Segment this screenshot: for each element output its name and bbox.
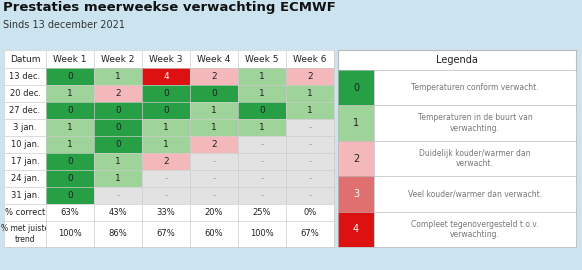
Text: 1: 1 (259, 123, 265, 132)
Text: -: - (308, 123, 311, 132)
Text: Week 2: Week 2 (101, 55, 134, 63)
Text: 63%: 63% (61, 208, 79, 217)
Text: -: - (212, 191, 215, 200)
Text: Week 5: Week 5 (245, 55, 279, 63)
Text: 0: 0 (67, 106, 73, 115)
Text: Legenda: Legenda (436, 55, 478, 65)
Text: Prestaties meerweekse verwachting ECMWF: Prestaties meerweekse verwachting ECMWF (3, 2, 336, 15)
Text: -: - (308, 140, 311, 149)
Text: Week 1: Week 1 (53, 55, 87, 63)
Text: 3 jan.: 3 jan. (13, 123, 37, 132)
Text: 1: 1 (353, 118, 359, 128)
Text: 1: 1 (115, 174, 121, 183)
Text: 20%: 20% (205, 208, 223, 217)
Text: Duidelijk kouder/warmer dan
verwacht.: Duidelijk kouder/warmer dan verwacht. (419, 149, 531, 168)
Text: 1: 1 (163, 123, 169, 132)
Text: 1: 1 (115, 72, 121, 81)
Text: Compleet tegenovergesteld t.o.v.
verwachting.: Compleet tegenovergesteld t.o.v. verwach… (411, 220, 539, 239)
Text: 2: 2 (211, 140, 217, 149)
Text: 2: 2 (163, 157, 169, 166)
Text: 1: 1 (211, 106, 217, 115)
Text: % correct: % correct (5, 208, 45, 217)
Text: 1: 1 (67, 140, 73, 149)
Text: 0: 0 (115, 140, 121, 149)
Text: -: - (260, 140, 264, 149)
Text: -: - (308, 157, 311, 166)
Text: Veel kouder/warmer dan verwacht.: Veel kouder/warmer dan verwacht. (408, 189, 542, 198)
Text: 0: 0 (163, 106, 169, 115)
Text: 33%: 33% (157, 208, 175, 217)
Text: -: - (116, 191, 120, 200)
Text: 31 jan.: 31 jan. (10, 191, 40, 200)
Text: 0: 0 (67, 157, 73, 166)
Text: 1: 1 (259, 72, 265, 81)
Text: 0: 0 (115, 123, 121, 132)
Text: -: - (164, 191, 168, 200)
Text: 1: 1 (115, 157, 121, 166)
Text: 1: 1 (211, 123, 217, 132)
Text: 67%: 67% (301, 230, 320, 238)
Text: 100%: 100% (250, 230, 274, 238)
Text: -: - (212, 174, 215, 183)
Text: 2: 2 (307, 72, 313, 81)
Text: 2: 2 (353, 154, 359, 164)
Text: 10 jan.: 10 jan. (10, 140, 40, 149)
Text: 1: 1 (307, 106, 313, 115)
Text: 0%: 0% (303, 208, 317, 217)
Text: 0: 0 (211, 89, 217, 98)
Text: 4: 4 (163, 72, 169, 81)
Text: 2: 2 (115, 89, 121, 98)
Text: Week 3: Week 3 (149, 55, 183, 63)
Text: Datum: Datum (10, 55, 40, 63)
Text: 0: 0 (115, 106, 121, 115)
Text: 27 dec.: 27 dec. (9, 106, 41, 115)
Text: 1: 1 (307, 89, 313, 98)
Text: -: - (308, 174, 311, 183)
Text: 20 dec.: 20 dec. (9, 89, 41, 98)
Text: -: - (260, 157, 264, 166)
Text: 25%: 25% (253, 208, 271, 217)
Text: -: - (164, 174, 168, 183)
Text: -: - (212, 157, 215, 166)
Text: 0: 0 (67, 191, 73, 200)
Text: 24 jan.: 24 jan. (10, 174, 40, 183)
Text: 13 dec.: 13 dec. (9, 72, 41, 81)
Text: 1: 1 (163, 140, 169, 149)
Text: 100%: 100% (58, 230, 82, 238)
Text: Week 6: Week 6 (293, 55, 327, 63)
Text: 0: 0 (259, 106, 265, 115)
Text: 4: 4 (353, 224, 359, 234)
Text: Week 4: Week 4 (197, 55, 230, 63)
Text: 43%: 43% (109, 208, 127, 217)
Text: -: - (308, 191, 311, 200)
Text: 1: 1 (67, 123, 73, 132)
Text: 2: 2 (211, 72, 217, 81)
Text: Sinds 13 december 2021: Sinds 13 december 2021 (3, 19, 125, 29)
Text: 67%: 67% (157, 230, 175, 238)
Text: -: - (260, 191, 264, 200)
Text: 1: 1 (67, 89, 73, 98)
Text: 86%: 86% (109, 230, 127, 238)
Text: 0: 0 (353, 83, 359, 93)
Text: 3: 3 (353, 189, 359, 199)
Text: 60%: 60% (205, 230, 223, 238)
Text: 0: 0 (67, 174, 73, 183)
Text: 0: 0 (67, 72, 73, 81)
Text: % met juiste
trend: % met juiste trend (1, 224, 49, 244)
Text: Temperaturen in de buurt van
verwachting.: Temperaturen in de buurt van verwachting… (418, 113, 533, 133)
Text: -: - (260, 174, 264, 183)
Text: Temperaturen conform verwacht.: Temperaturen conform verwacht. (411, 83, 539, 92)
Text: 0: 0 (163, 89, 169, 98)
Text: 17 jan.: 17 jan. (10, 157, 40, 166)
Text: 1: 1 (259, 89, 265, 98)
